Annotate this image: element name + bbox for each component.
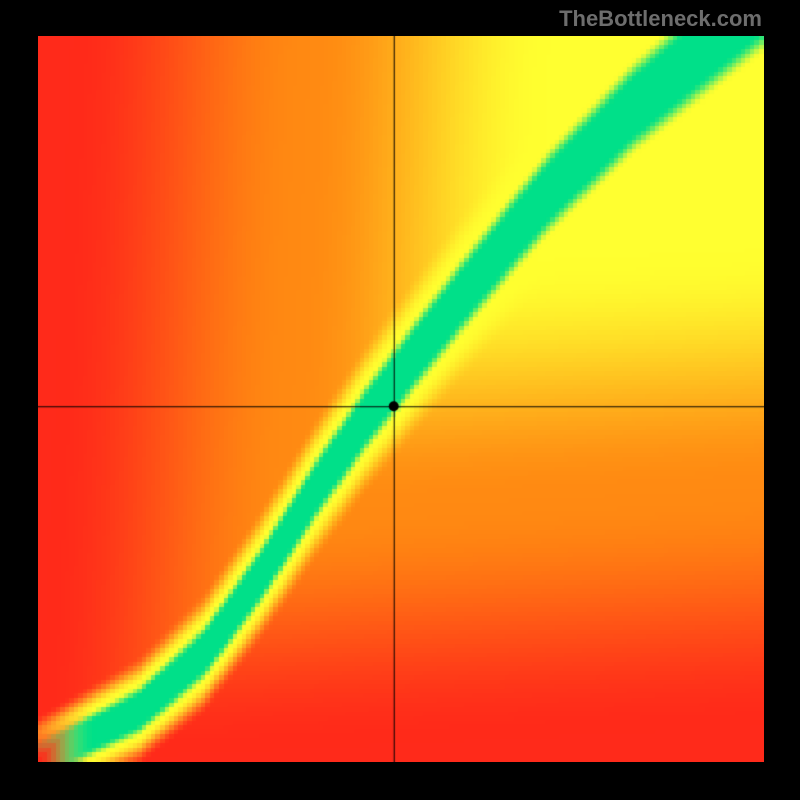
bottleneck-heatmap bbox=[38, 36, 764, 762]
chart-stage: TheBottleneck.com bbox=[0, 0, 800, 800]
watermark-text: TheBottleneck.com bbox=[559, 6, 762, 32]
